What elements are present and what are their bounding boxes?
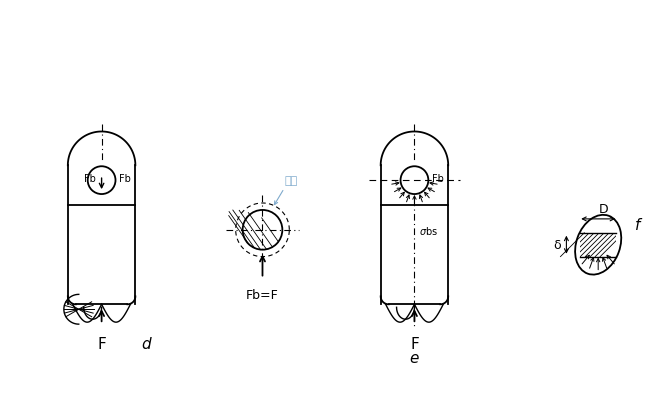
Text: $\sigma$bs: $\sigma$bs [420,224,438,236]
Text: e: e [409,350,419,365]
Text: Fb=F: Fb=F [246,289,279,302]
Text: F: F [98,336,106,351]
Text: Fb: Fb [432,174,444,184]
Text: 销钉: 销钉 [285,176,297,185]
Text: F: F [410,336,419,351]
Text: f: f [635,218,641,233]
Text: Fb: Fb [84,174,96,184]
Circle shape [242,211,283,250]
Text: Fb: Fb [120,174,132,184]
Text: δ: δ [553,239,560,252]
Text: d: d [142,336,151,351]
Text: D: D [599,202,608,215]
